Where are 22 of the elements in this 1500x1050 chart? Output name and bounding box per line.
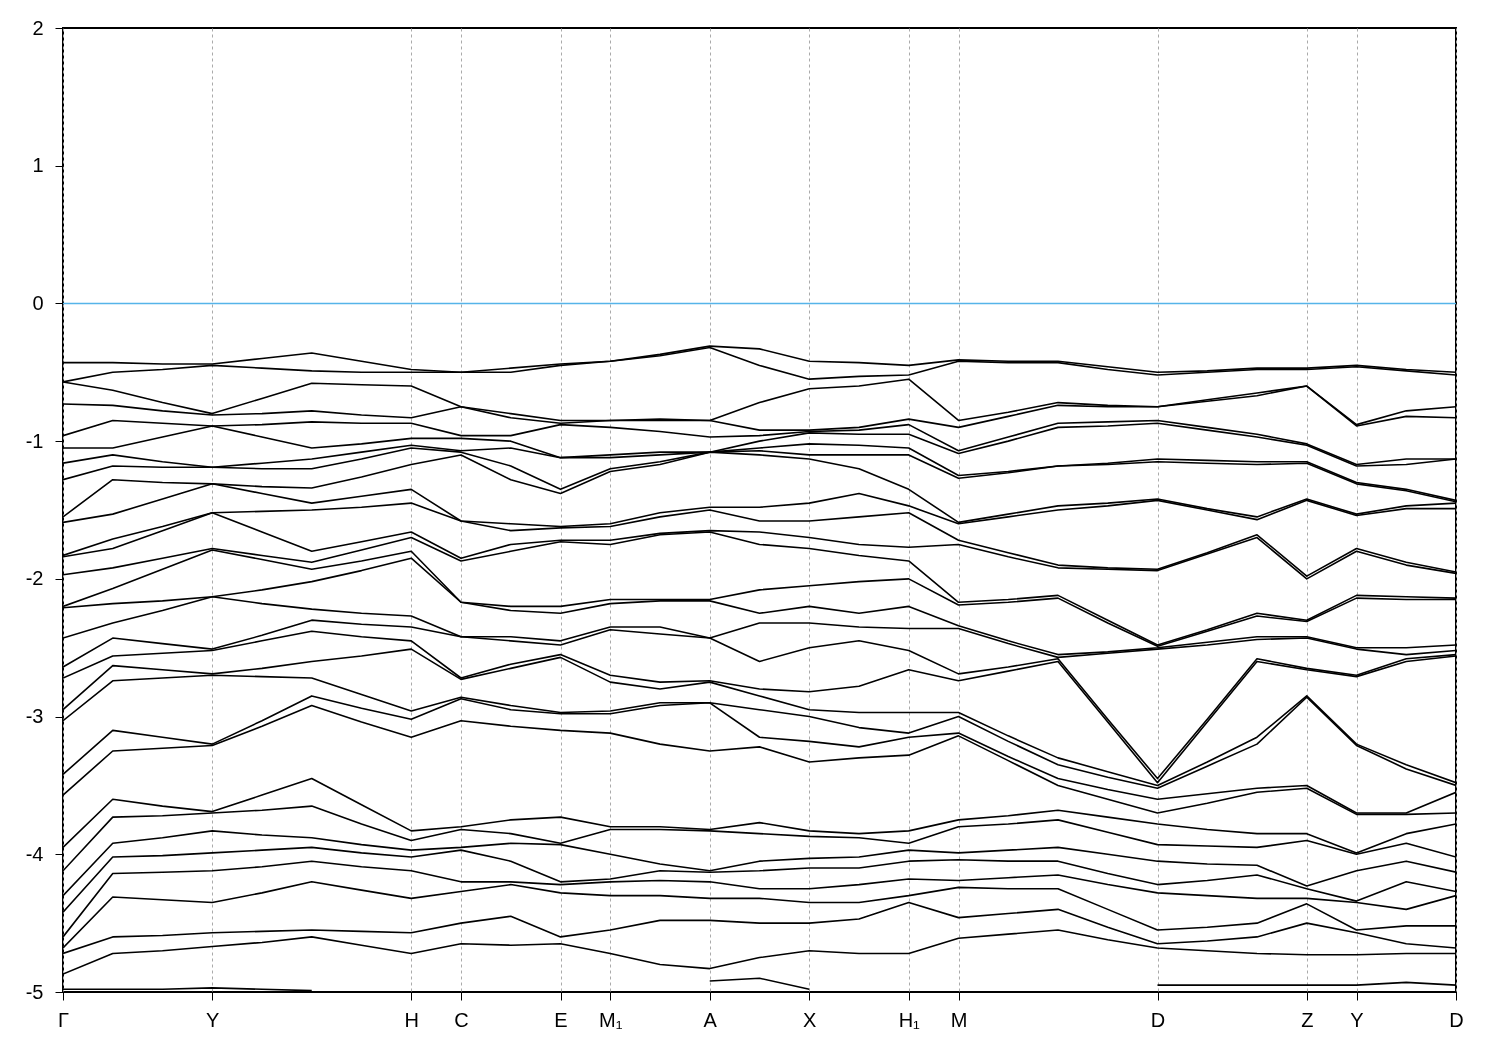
y-tick-label: 0 [32,291,44,314]
y-tick-label: 1 [32,154,44,177]
y-tick-label: -1 [25,429,44,452]
x-tick-label: Y [206,1008,220,1031]
x-tick-label: E [554,1008,568,1031]
y-tick-label: -3 [25,705,44,728]
x-tick-label: Z [1301,1008,1314,1031]
x-tick-label: H₁ [898,1008,921,1031]
x-tick-label: X [803,1008,817,1031]
x-tick-label: A [703,1008,718,1031]
x-tick-label: Γ [57,1008,70,1031]
x-tick-label: C [454,1008,469,1031]
x-tick-label: D [1449,1008,1464,1031]
y-tick-label: 2 [32,16,44,39]
y-tick-label: -5 [25,980,44,1003]
y-tick-label: -2 [25,567,44,590]
x-tick-label: D [1150,1008,1166,1031]
x-tick-label: M₁ [599,1008,623,1031]
x-tick-label: Y [1350,1008,1364,1031]
x-tick-label: H [404,1008,419,1031]
y-tick-label: -4 [25,842,44,865]
x-tick-label: M [950,1008,968,1031]
